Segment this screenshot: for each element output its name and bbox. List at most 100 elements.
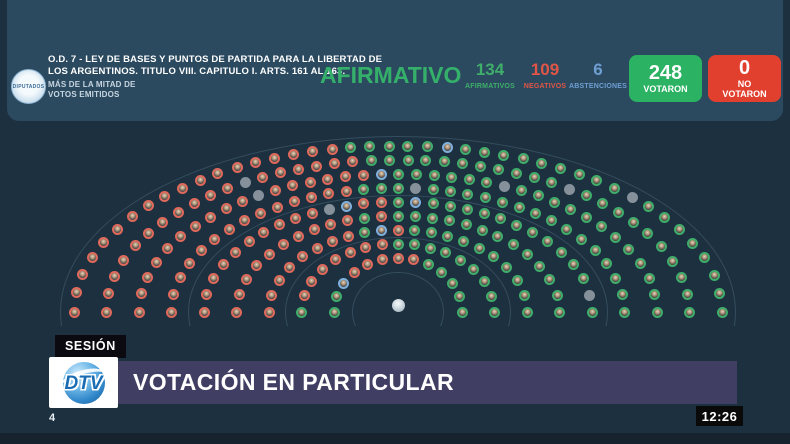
- seat-afirmativo: [475, 160, 487, 172]
- seat-negativo: [263, 248, 275, 260]
- seat-negativo: [198, 306, 210, 318]
- seat-negativo: [118, 255, 130, 267]
- banner-title: VOTACIÓN EN PARTICULAR: [133, 369, 454, 395]
- seat-afirmativo: [428, 169, 440, 181]
- seat-negativo: [317, 263, 329, 275]
- seat-negativo: [376, 239, 388, 251]
- seat-afirmativo: [392, 168, 404, 180]
- seat-negativo: [258, 227, 270, 239]
- seat-afirmativo: [708, 269, 720, 281]
- seat-negativo: [263, 306, 275, 318]
- dtv-logo-box: DTV: [49, 357, 118, 408]
- seat-negativo: [360, 242, 372, 254]
- seat-afirmativo: [384, 140, 396, 152]
- seat-afirmativo: [486, 290, 498, 302]
- seat-afirmativo: [460, 219, 472, 231]
- seat-afirmativo: [426, 227, 438, 239]
- seat-negativo: [340, 185, 352, 197]
- seat-abstencion: [338, 277, 350, 289]
- seat-afirmativo: [716, 306, 728, 318]
- seat-negativo: [209, 233, 221, 245]
- seat-negativo: [236, 196, 248, 208]
- seat-afirmativo: [459, 144, 471, 156]
- seat-afirmativo: [456, 158, 468, 170]
- seat-afirmativo: [714, 287, 726, 299]
- seat-negativo: [274, 219, 286, 231]
- seat-afirmativo: [463, 173, 475, 185]
- seat-afirmativo: [561, 223, 573, 235]
- seat-afirmativo: [446, 171, 458, 183]
- seat-negativo: [304, 176, 316, 188]
- seat-afirmativo: [375, 182, 387, 194]
- seat-afirmativo: [514, 201, 526, 213]
- seat-afirmativo: [658, 211, 670, 223]
- seat-negativo: [207, 272, 219, 284]
- seat-afirmativo: [667, 255, 679, 267]
- seat-negativo: [327, 235, 339, 247]
- seat-negativo: [330, 254, 342, 266]
- abstention-count-label: ABSTENCIONES: [568, 83, 628, 90]
- seat-negativo: [290, 212, 302, 224]
- header-panel: DIPUTADOS O.D. 7 - LEY DE BASES Y PUNTOS…: [7, 0, 783, 121]
- seat-abstencion: [441, 142, 453, 154]
- dtv-logo-text: DTV: [64, 372, 103, 394]
- seat-negativo: [271, 201, 283, 213]
- seat-ausente: [584, 289, 596, 301]
- seat-afirmativo: [651, 306, 663, 318]
- motion-title-line1: O.D. 7 - LEY DE BASES Y PUNTOS DE PARTID…: [48, 54, 383, 65]
- seat-negativo: [250, 157, 262, 169]
- seat-negativo: [324, 219, 336, 231]
- seat-negativo: [306, 207, 318, 219]
- seat-negativo: [174, 272, 186, 284]
- seat-afirmativo: [687, 237, 699, 249]
- seat-negativo: [166, 306, 177, 318]
- seat-afirmativo: [589, 245, 601, 257]
- diputados-logo-text: DIPUTADOS: [12, 83, 45, 90]
- seat-afirmativo: [296, 306, 307, 318]
- seat-negativo: [256, 171, 268, 183]
- seat-negativo: [339, 171, 351, 183]
- seat-afirmativo: [440, 247, 452, 259]
- seat-negativo: [287, 180, 299, 192]
- seat-afirmativo: [453, 291, 465, 303]
- seat-afirmativo: [492, 231, 504, 243]
- seat-afirmativo: [422, 258, 434, 270]
- seat-ausente: [240, 176, 252, 188]
- seat-afirmativo: [427, 198, 439, 210]
- negative-count-label: NEGATIVOS: [523, 83, 567, 90]
- seat-afirmativo: [393, 196, 405, 208]
- seat-negativo: [195, 244, 207, 256]
- seat-negativo: [172, 206, 184, 218]
- seat-afirmativo: [551, 289, 563, 301]
- seat-negativo: [162, 243, 174, 255]
- seat-afirmativo: [365, 155, 377, 167]
- president-seat: [391, 299, 405, 312]
- seat-negativo: [407, 254, 419, 266]
- seat-afirmativo: [643, 272, 655, 284]
- seat-negativo: [329, 158, 341, 170]
- seat-ausente: [253, 190, 265, 202]
- seat-negativo: [150, 257, 162, 269]
- seat-afirmativo: [456, 306, 468, 318]
- majority-rule-line2: VOTOS EMITIDOS: [48, 90, 120, 99]
- seat-negativo: [103, 287, 115, 299]
- seat-afirmativo: [616, 289, 628, 301]
- hemicycle-seat-map: [0, 126, 790, 326]
- seat-afirmativo: [586, 306, 598, 318]
- seat-afirmativo: [435, 266, 447, 278]
- seat-afirmativo: [479, 146, 491, 158]
- seat-afirmativo: [581, 211, 593, 223]
- seat-negativo: [157, 216, 169, 228]
- seat-negativo: [86, 251, 98, 263]
- seat-negativo: [184, 257, 196, 269]
- seat-afirmativo: [609, 183, 621, 195]
- seat-negativo: [362, 258, 374, 270]
- seat-ausente: [410, 182, 422, 194]
- seat-afirmativo: [446, 277, 458, 289]
- session-tag: SESIÓN: [55, 335, 126, 358]
- seat-afirmativo: [534, 260, 546, 272]
- seat-afirmativo: [527, 227, 539, 239]
- seat-negativo: [288, 149, 300, 161]
- seat-afirmativo: [698, 252, 710, 264]
- seat-negativo: [200, 289, 212, 301]
